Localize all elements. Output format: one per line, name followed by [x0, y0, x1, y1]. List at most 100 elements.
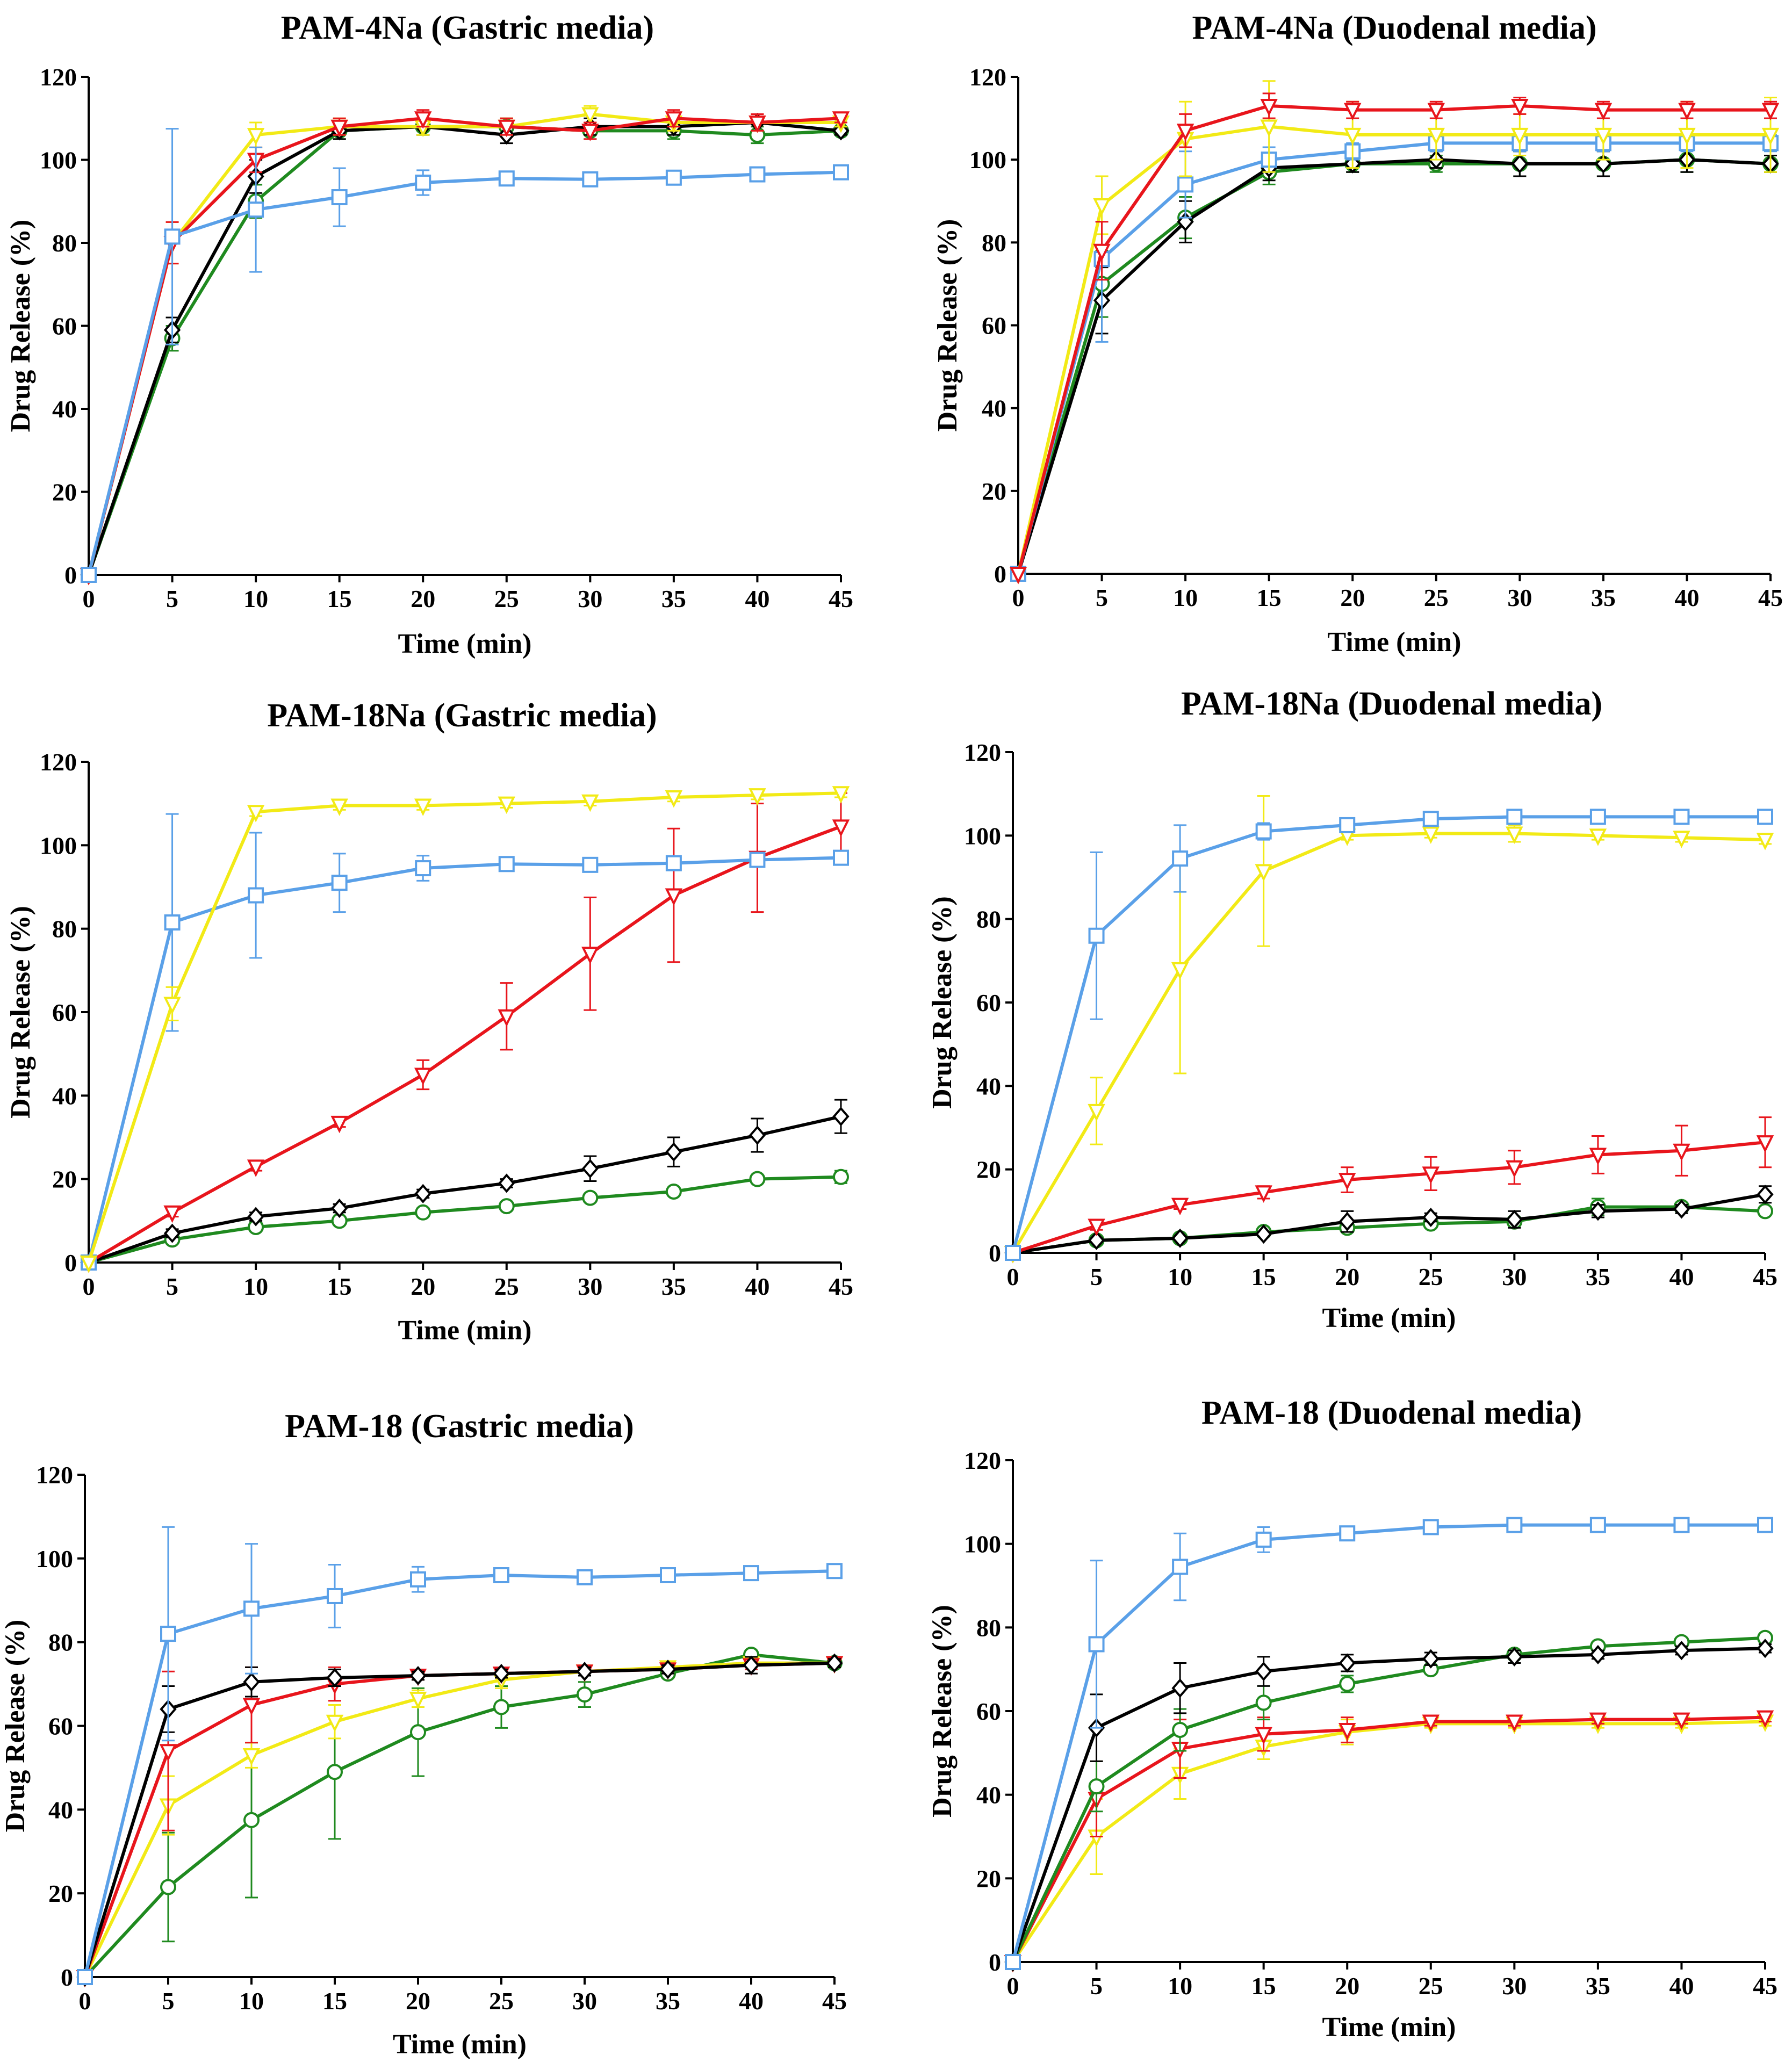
- data-point: [581, 107, 599, 125]
- x-axis-label: Time (min): [398, 1315, 532, 1346]
- series-line: [1011, 815, 1765, 1253]
- data-point: [749, 1171, 766, 1187]
- y-tick-label: 40: [52, 1082, 77, 1109]
- x-tick-label: 40: [1669, 1263, 1694, 1290]
- chart-title: PAM-18 (Duodenal media): [1201, 1395, 1582, 1431]
- x-tick-label: 30: [1502, 1972, 1527, 2000]
- x-tick-label: 45: [829, 1273, 853, 1300]
- data-point: [1511, 154, 1528, 174]
- x-tick-label: 30: [1507, 584, 1532, 611]
- data-point: [243, 1812, 260, 1828]
- data-point: [1339, 1676, 1356, 1692]
- data-point: [1678, 127, 1696, 146]
- data-point: [330, 1115, 348, 1134]
- data-point: [576, 1662, 593, 1682]
- data-point: [1343, 127, 1362, 146]
- data-point: [749, 788, 766, 806]
- series-line: [83, 1569, 835, 1978]
- data-point: [1088, 1636, 1105, 1653]
- series-line: [87, 112, 841, 575]
- y-tick-label: 60: [52, 999, 77, 1026]
- data-point: [1255, 1185, 1272, 1203]
- y-tick-label: 100: [969, 146, 1006, 174]
- x-tick-label: 0: [79, 1987, 91, 2015]
- x-tick-label: 35: [656, 1987, 680, 2015]
- data-point: [330, 119, 348, 138]
- data-point: [1338, 1211, 1356, 1231]
- series-yellow: [1004, 795, 1774, 1264]
- series-line: [88, 1175, 841, 1264]
- data-point: [326, 1668, 343, 1687]
- data-point: [1422, 811, 1439, 827]
- data-point: [1255, 823, 1272, 840]
- data-point: [1255, 1224, 1272, 1244]
- data-point: [1511, 98, 1529, 117]
- data-point: [1172, 1559, 1189, 1575]
- data-point: [163, 1205, 181, 1223]
- series-line: [83, 1661, 835, 1978]
- x-tick-label: 40: [745, 585, 769, 612]
- data-point: [1338, 1723, 1356, 1741]
- series-line: [1017, 158, 1771, 574]
- data-point: [493, 1699, 509, 1715]
- x-tick-label: 15: [327, 1273, 352, 1300]
- series-blue: [81, 128, 849, 583]
- data-point: [415, 174, 431, 191]
- series-line: [1011, 1715, 1766, 1963]
- data-point: [665, 855, 682, 871]
- series-black: [1004, 1639, 1774, 1972]
- chart-panel-3: PAM-18Na (Gastric media) 0 5 10 15 20 25 30 35 40…: [5, 697, 853, 1346]
- data-point: [77, 1969, 93, 1985]
- data-point: [1589, 1517, 1606, 1533]
- x-tick-label: 35: [1586, 1972, 1610, 2000]
- data-point: [247, 1159, 265, 1177]
- data-point: [665, 169, 682, 186]
- data-point: [409, 1665, 427, 1686]
- data-point: [247, 128, 265, 146]
- data-point: [247, 1207, 264, 1227]
- data-point: [749, 852, 766, 868]
- data-point: [833, 164, 849, 181]
- y-tick-label: 80: [976, 1614, 1001, 1641]
- series-line: [1017, 104, 1771, 574]
- x-tick-label: 30: [572, 1987, 597, 2015]
- series-green: [81, 1168, 849, 1271]
- y-tick-label: 40: [52, 395, 77, 423]
- data-point: [749, 166, 766, 183]
- data-point: [248, 201, 264, 218]
- data-point: [242, 1748, 261, 1766]
- data-point: [1422, 1207, 1440, 1228]
- data-point: [81, 567, 97, 583]
- x-tick-label: 25: [1424, 584, 1449, 611]
- data-point: [665, 888, 683, 906]
- data-point: [1589, 1644, 1607, 1664]
- data-point: [1171, 1198, 1189, 1216]
- series-line: [87, 170, 841, 575]
- data-point: [164, 228, 181, 245]
- series-black: [76, 1653, 843, 1987]
- data-point: [330, 798, 348, 817]
- series-green: [1010, 146, 1779, 582]
- x-tick-label: 45: [829, 585, 853, 612]
- data-point: [327, 1588, 343, 1604]
- y-tick-label: 20: [52, 1166, 77, 1193]
- data-point: [660, 1567, 676, 1583]
- x-tick-label: 40: [1674, 584, 1699, 611]
- chart-title: PAM-18Na (Duodenal media): [1181, 686, 1602, 722]
- data-point: [493, 1567, 509, 1583]
- data-point: [498, 170, 515, 187]
- data-point: [582, 1189, 599, 1206]
- y-tick-label: 80: [976, 906, 1001, 933]
- y-tick-label: 0: [64, 1249, 77, 1276]
- data-point: [1422, 1519, 1439, 1535]
- data-point: [1255, 864, 1272, 882]
- data-point: [1338, 1653, 1356, 1673]
- data-point: [1761, 103, 1780, 121]
- x-tick-label: 0: [83, 585, 95, 612]
- data-point: [1506, 1517, 1523, 1533]
- x-tick-label: 15: [1251, 1972, 1276, 2000]
- x-tick-label: 0: [83, 1273, 95, 1300]
- chart-panel-4: PAM-18Na (Duodenal media) 0 5 10 15 20 25 30 35 4…: [927, 686, 1777, 1333]
- y-tick-label: 80: [982, 229, 1006, 256]
- data-point: [331, 1198, 348, 1218]
